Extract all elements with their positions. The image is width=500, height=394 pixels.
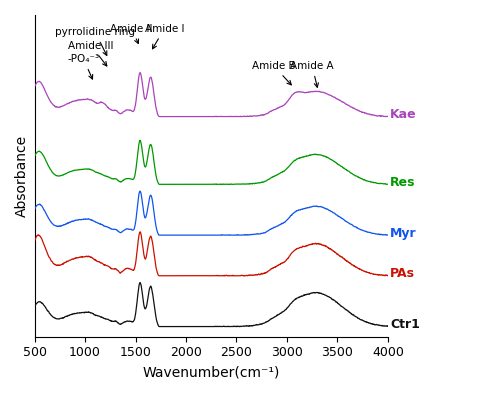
Text: Amide A: Amide A — [290, 61, 334, 87]
Text: Amide B: Amide B — [252, 61, 296, 85]
Y-axis label: Absorbance: Absorbance — [15, 135, 29, 217]
Text: -PO₄⁻³: -PO₄⁻³ — [68, 54, 100, 79]
Text: pyrrolidine ring: pyrrolidine ring — [55, 27, 135, 56]
Text: Amide I: Amide I — [144, 24, 184, 49]
X-axis label: Wavenumber(cm⁻¹): Wavenumber(cm⁻¹) — [142, 365, 280, 379]
Text: PAs: PAs — [390, 268, 415, 281]
Text: Amide II: Amide II — [110, 24, 152, 43]
Text: Ctr1: Ctr1 — [390, 318, 420, 331]
Text: Myr: Myr — [390, 227, 416, 240]
Text: Amide III: Amide III — [68, 41, 114, 66]
Text: Kae: Kae — [390, 108, 416, 121]
Text: Res: Res — [390, 176, 415, 189]
